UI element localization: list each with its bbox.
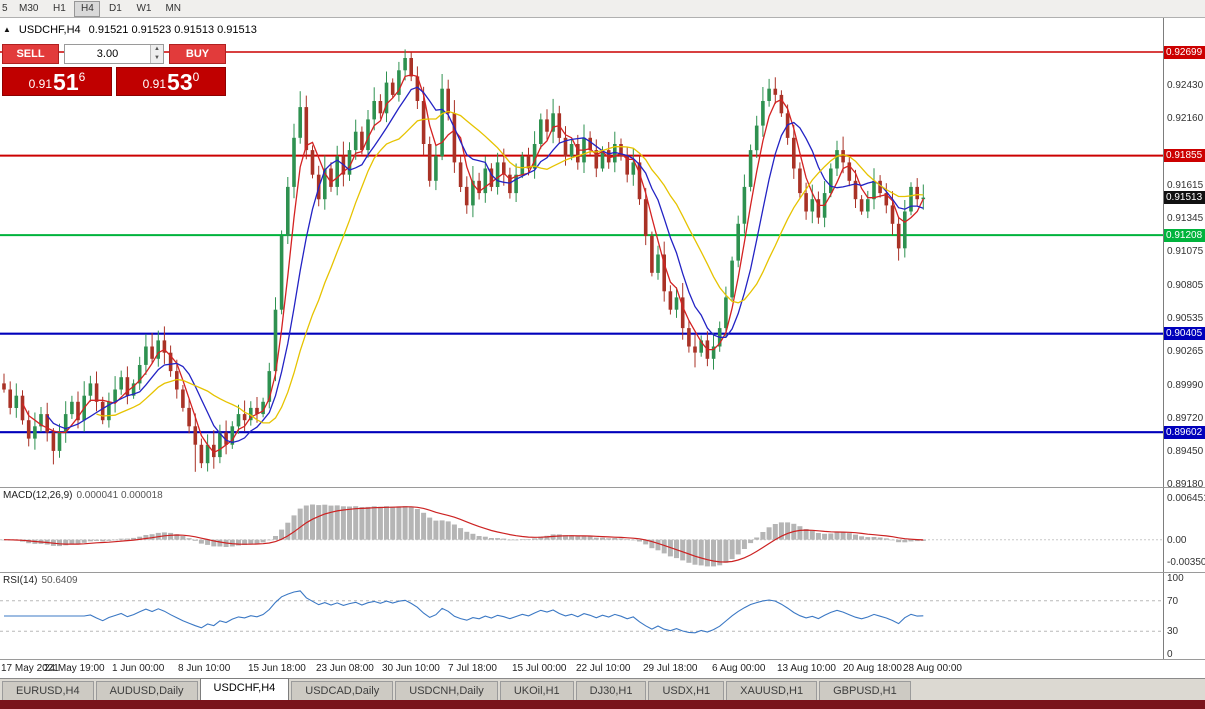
- rsi-axis-tick: 0: [1167, 649, 1173, 659]
- chart-tab-usdcad-daily[interactable]: USDCAD,Daily: [291, 681, 394, 700]
- rsi-indicator-label: RSI(14) 50.6409: [3, 575, 78, 586]
- timeframe-button-h1[interactable]: H1: [53, 3, 66, 14]
- rsi-axis: 100 70 30 0: [1163, 573, 1205, 659]
- timeframe-button-mn[interactable]: MN: [165, 3, 182, 14]
- chart-tab-bar: EURUSD,H4 AUDUSD,Daily USDCHF,H4 USDCAD,Dai…: [0, 678, 1205, 700]
- time-axis-label: 30 Jun 10:00: [382, 663, 440, 674]
- timeframe-button-h4[interactable]: H4: [74, 0, 101, 17]
- sell-price-display[interactable]: 0.91 51 6: [2, 67, 112, 96]
- macd-axis-tick: 0.006451: [1167, 493, 1205, 504]
- macd-panel[interactable]: MACD(12,26,9) 0.000041 0.000018 0.006451 0…: [0, 488, 1205, 572]
- collapse-trade-panel-icon[interactable]: ▲: [3, 25, 11, 34]
- lot-size-value: 3.00: [96, 48, 119, 60]
- panel-separator: [0, 659, 1205, 660]
- chart-tab-usdchf-h4[interactable]: USDCHF,H4: [199, 678, 290, 700]
- macd-axis: 0.006451 0.00 -0.003501: [1163, 488, 1205, 572]
- macd-axis-tick: -0.003501: [1167, 557, 1205, 568]
- time-axis-label: 28 Aug 00:00: [903, 663, 962, 674]
- lot-decrease-button[interactable]: ▼: [151, 54, 163, 63]
- price-axis-tick: 0.92160: [1167, 113, 1204, 124]
- time-axis[interactable]: 17 May 2021 24 May 19:00 1 Jun 00:00 8 Jun …: [0, 660, 1205, 678]
- chart-tab-dj30-h1[interactable]: DJ30,H1: [575, 681, 647, 700]
- price-level-label: 0.92699: [1164, 46, 1205, 59]
- chart-tab-xauusd-h1[interactable]: XAUUSD,H1: [726, 681, 818, 700]
- chart-symbol-title: USDCHF,H4: [18, 24, 81, 36]
- lot-size-field[interactable]: 3.00 ▲ ▼: [64, 44, 164, 64]
- rsi-axis-tick: 70: [1167, 596, 1179, 607]
- time-axis-label: 29 Jul 18:00: [643, 663, 698, 674]
- rsi-panel[interactable]: RSI(14) 50.6409 100 70 30 0: [0, 573, 1205, 659]
- time-axis-label: 1 Jun 00:00: [112, 663, 165, 674]
- price-chart-panel[interactable]: ▲ USDCHF,H4 0.91521 0.91523 0.91513 0.91…: [0, 18, 1205, 487]
- price-axis-tick: 0.91345: [1167, 213, 1204, 224]
- macd-indicator-label: MACD(12,26,9) 0.000041 0.000018: [3, 490, 163, 501]
- chart-tab-gbpusd-h1[interactable]: GBPUSD,H1: [819, 681, 911, 700]
- time-axis-label: 6 Aug 00:00: [712, 663, 766, 674]
- rsi-value: 50.6409: [41, 575, 78, 586]
- price-axis-tick: 0.92430: [1167, 80, 1204, 91]
- lot-spinner: ▲ ▼: [150, 45, 163, 63]
- time-axis-label: 20 Aug 18:00: [843, 663, 902, 674]
- buy-price-big-digits: 53: [167, 69, 193, 95]
- macd-values: 0.000041 0.000018: [76, 490, 163, 501]
- chart-tab-ukoil-h1[interactable]: UKOil,H1: [499, 681, 574, 700]
- time-axis-label: 23 Jun 08:00: [316, 663, 374, 674]
- time-axis-label: 15 Jul 00:00: [512, 663, 567, 674]
- chart-tab-eurusd-h4[interactable]: EURUSD,H4: [2, 681, 94, 700]
- macd-axis-tick: 0.00: [1167, 535, 1187, 546]
- price-axis-tick: 0.89990: [1167, 380, 1204, 391]
- rsi-axis-tick: 30: [1167, 626, 1179, 637]
- sell-button[interactable]: SELL: [2, 44, 59, 64]
- price-axis-tick: 0.89180: [1167, 479, 1204, 487]
- one-click-trade-panel: SELL 3.00 ▲ ▼ BUY 0.91 51 6 0.91 53 0: [2, 44, 226, 96]
- buy-button[interactable]: BUY: [169, 44, 226, 64]
- chart-tab-usdcnh-daily[interactable]: USDCNH,Daily: [395, 681, 498, 700]
- chart-tab-usdx-h1[interactable]: USDX,H1: [648, 681, 725, 700]
- time-axis-label: 15 Jun 18:00: [248, 663, 306, 674]
- timeframe-button-d1[interactable]: D1: [109, 3, 122, 14]
- chart-header: ▲ USDCHF,H4 0.91521 0.91523 0.91513 0.91…: [3, 24, 257, 36]
- timeframe-button-w1[interactable]: W1: [136, 3, 152, 14]
- candlestick-chart[interactable]: [0, 18, 1163, 487]
- time-axis-label: 7 Jul 18:00: [448, 663, 497, 674]
- time-axis-label: 13 Aug 10:00: [777, 663, 836, 674]
- sell-price-big-digits: 51: [53, 69, 79, 95]
- buy-price-pipette: 0: [192, 70, 200, 84]
- price-axis-tick: 0.89720: [1167, 413, 1204, 424]
- time-axis-label: 17 May 2021: [1, 663, 59, 674]
- timeframe-toolbar: 5 M30 H1 H4 D1 W1 MN: [0, 0, 1205, 18]
- macd-chart: [0, 504, 1163, 567]
- price-axis-tick: 0.89450: [1167, 446, 1204, 457]
- price-axis-tick: 0.91075: [1167, 246, 1204, 257]
- time-axis-label: 22 Jul 10:00: [576, 663, 631, 674]
- panel-separator[interactable]: [0, 487, 1205, 488]
- price-axis[interactable]: 0.92430 0.92160 0.91615 0.91345 0.91075 0.908…: [1163, 18, 1205, 487]
- chart-tab-audusd-daily[interactable]: AUDUSD,Daily: [95, 681, 198, 700]
- price-level-label: 0.91208: [1164, 229, 1205, 242]
- price-level-label: 0.89602: [1164, 426, 1205, 439]
- rsi-chart: [0, 590, 1163, 634]
- price-axis-tick: 0.90805: [1167, 280, 1204, 291]
- chart-ohlc-values: 0.91521 0.91523 0.91513 0.91513: [88, 24, 257, 36]
- sell-price-prefix: 0.91: [28, 77, 53, 91]
- rsi-axis-tick: 100: [1167, 573, 1184, 584]
- panel-separator[interactable]: [0, 572, 1205, 573]
- buy-price-prefix: 0.91: [142, 77, 167, 91]
- time-axis-label: 8 Jun 10:00: [178, 663, 231, 674]
- current-price-label: 0.91513: [1164, 191, 1205, 204]
- price-axis-tick: 0.90535: [1167, 313, 1204, 324]
- time-axis-label: 24 May 19:00: [44, 663, 105, 674]
- timeframe-button-m30[interactable]: M30: [19, 3, 39, 14]
- price-axis-tick: 0.91615: [1167, 180, 1204, 191]
- status-bar: [0, 700, 1205, 709]
- price-level-label: 0.91855: [1164, 149, 1205, 162]
- sell-price-pipette: 6: [78, 70, 86, 84]
- price-axis-tick: 0.90265: [1167, 346, 1204, 357]
- lot-increase-button[interactable]: ▲: [151, 45, 163, 54]
- timeframe-button-5[interactable]: 5: [2, 3, 8, 14]
- buy-price-display[interactable]: 0.91 53 0: [116, 67, 226, 96]
- price-level-label: 0.90405: [1164, 327, 1205, 340]
